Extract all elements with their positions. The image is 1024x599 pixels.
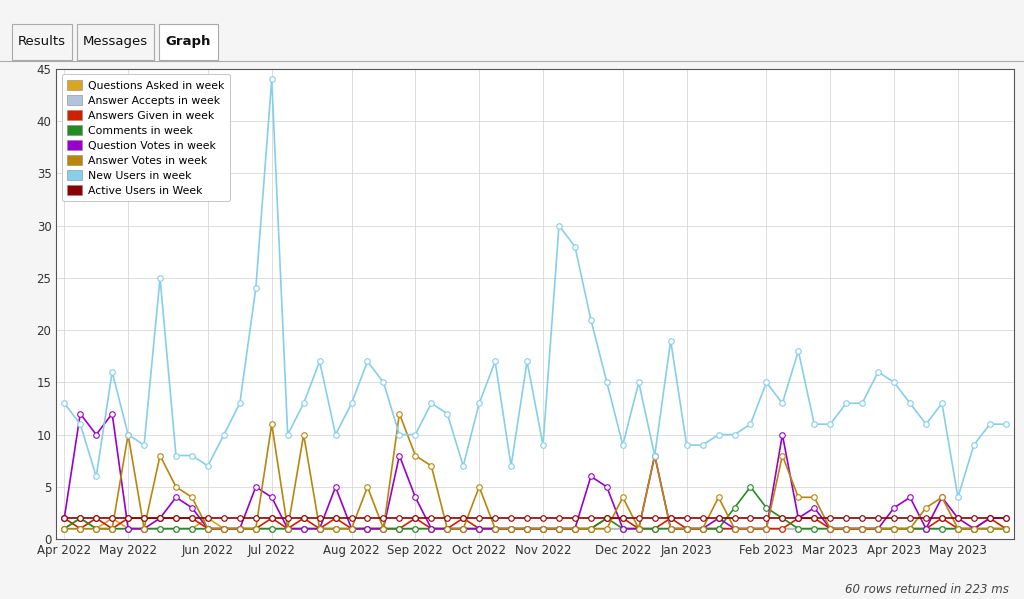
Line: Comments in week: Comments in week bbox=[61, 484, 1009, 531]
Questions Asked in week bbox=[58, 525, 71, 533]
Questions Asked in week bbox=[74, 515, 86, 522]
Questions Asked in week bbox=[393, 525, 406, 533]
Answer Votes in week bbox=[999, 525, 1012, 533]
Answer Accepts in week bbox=[330, 525, 342, 533]
New Users in week bbox=[951, 494, 964, 501]
Active Users in Week bbox=[377, 515, 389, 522]
Text: Messages: Messages bbox=[83, 35, 147, 47]
Answers Given in week bbox=[393, 525, 406, 533]
Question Votes in week bbox=[999, 515, 1012, 522]
Answers Given in week bbox=[377, 525, 389, 533]
Question Votes in week bbox=[122, 525, 134, 533]
Comments in week bbox=[218, 525, 230, 533]
Line: Active Users in Week: Active Users in Week bbox=[61, 515, 1009, 521]
Answers Given in week bbox=[233, 525, 246, 533]
Answer Votes in week bbox=[330, 525, 342, 533]
Answer Votes in week bbox=[218, 525, 230, 533]
Text: Graph: Graph bbox=[166, 35, 211, 47]
New Users in week bbox=[218, 431, 230, 438]
Active Users in Week bbox=[361, 515, 374, 522]
Comments in week bbox=[361, 525, 374, 533]
Answer Votes in week bbox=[361, 483, 374, 491]
Question Votes in week bbox=[361, 525, 374, 533]
Answers Given in week bbox=[58, 515, 71, 522]
Answer Accepts in week bbox=[648, 525, 660, 533]
Question Votes in week bbox=[58, 515, 71, 522]
Answers Given in week bbox=[313, 525, 326, 533]
Questions Asked in week bbox=[999, 525, 1012, 533]
Comments in week bbox=[377, 525, 389, 533]
Bar bbox=[77, 24, 154, 59]
Active Users in Week bbox=[648, 515, 660, 522]
Comments in week bbox=[330, 525, 342, 533]
Answer Votes in week bbox=[665, 525, 677, 533]
Line: Answer Votes in week: Answer Votes in week bbox=[61, 411, 1009, 531]
Legend: Questions Asked in week, Answer Accepts in week, Answers Given in week, Comments: Questions Asked in week, Answer Accepts … bbox=[61, 74, 229, 201]
Question Votes in week bbox=[393, 452, 406, 459]
Comments in week bbox=[999, 525, 1012, 533]
New Users in week bbox=[345, 400, 357, 407]
Answer Accepts in week bbox=[218, 525, 230, 533]
Answers Given in week bbox=[74, 525, 86, 533]
Comments in week bbox=[648, 525, 660, 533]
Questions Asked in week bbox=[345, 525, 357, 533]
Bar bbox=[12, 24, 72, 59]
Answer Accepts in week bbox=[361, 525, 374, 533]
Answers Given in week bbox=[665, 515, 677, 522]
Text: 60 rows returned in 223 ms: 60 rows returned in 223 ms bbox=[845, 583, 1009, 596]
Answer Votes in week bbox=[393, 410, 406, 418]
Active Users in Week bbox=[58, 515, 71, 522]
Active Users in Week bbox=[330, 515, 342, 522]
Questions Asked in week bbox=[377, 525, 389, 533]
Question Votes in week bbox=[250, 483, 262, 491]
New Users in week bbox=[377, 379, 389, 386]
Answers Given in week bbox=[999, 525, 1012, 533]
Question Votes in week bbox=[681, 525, 693, 533]
New Users in week bbox=[58, 400, 71, 407]
Answers Given in week bbox=[345, 525, 357, 533]
Questions Asked in week bbox=[233, 525, 246, 533]
New Users in week bbox=[265, 75, 278, 83]
New Users in week bbox=[393, 431, 406, 438]
Answer Accepts in week bbox=[377, 525, 389, 533]
Line: Questions Asked in week: Questions Asked in week bbox=[61, 515, 1009, 531]
Line: New Users in week: New Users in week bbox=[61, 77, 1009, 500]
Line: Answers Given in week: Answers Given in week bbox=[61, 515, 1009, 531]
Answer Votes in week bbox=[298, 431, 310, 438]
Question Votes in week bbox=[74, 410, 86, 418]
Question Votes in week bbox=[330, 483, 342, 491]
Answer Votes in week bbox=[377, 525, 389, 533]
Bar bbox=[159, 24, 218, 59]
Comments in week bbox=[58, 525, 71, 533]
Active Users in Week bbox=[298, 515, 310, 522]
Answer Accepts in week bbox=[58, 525, 71, 533]
Line: Answer Accepts in week: Answer Accepts in week bbox=[61, 526, 1009, 531]
Active Users in Week bbox=[999, 515, 1012, 522]
Text: Results: Results bbox=[18, 35, 66, 47]
New Users in week bbox=[313, 358, 326, 365]
Comments in week bbox=[298, 525, 310, 533]
Active Users in Week bbox=[218, 515, 230, 522]
New Users in week bbox=[665, 337, 677, 344]
Answer Accepts in week bbox=[298, 525, 310, 533]
Comments in week bbox=[744, 483, 757, 491]
Questions Asked in week bbox=[313, 525, 326, 533]
New Users in week bbox=[999, 420, 1012, 428]
Question Votes in week bbox=[410, 494, 422, 501]
Line: Question Votes in week: Question Votes in week bbox=[61, 411, 1009, 531]
Questions Asked in week bbox=[665, 525, 677, 533]
Answer Votes in week bbox=[58, 525, 71, 533]
Answer Accepts in week bbox=[999, 525, 1012, 533]
